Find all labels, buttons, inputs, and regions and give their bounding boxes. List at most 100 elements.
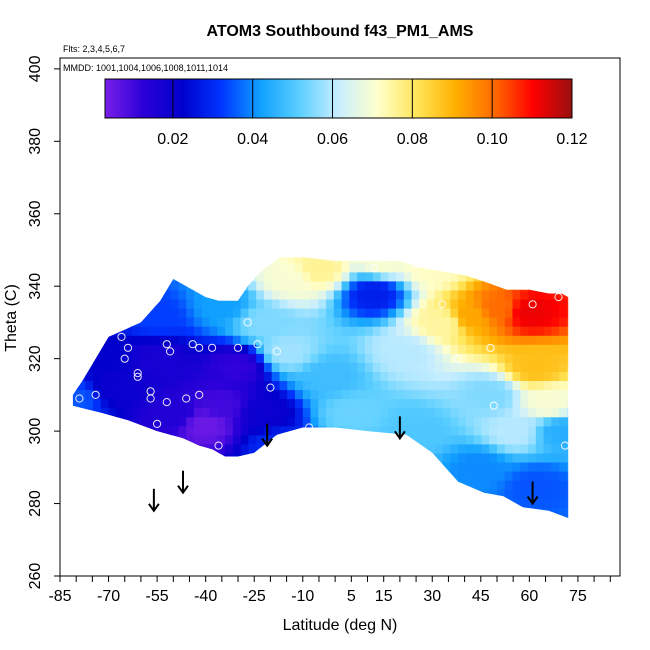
heatmap-cell — [170, 257, 180, 264]
heatmap-cell — [528, 416, 537, 427]
heatmap-cell — [295, 298, 304, 309]
heatmap-cell — [302, 298, 312, 309]
heatmap-cell — [240, 416, 249, 427]
heatmap-cell — [271, 307, 281, 318]
heatmap-cell — [465, 498, 475, 508]
heatmap-cell — [520, 307, 529, 318]
heatmap-cell — [489, 443, 498, 454]
heatmap-cell — [504, 380, 514, 391]
heatmap-cell — [240, 317, 249, 327]
heatmap-cell — [155, 271, 164, 282]
heatmap-cell — [349, 317, 358, 327]
heatmap-cell — [310, 298, 319, 309]
heatmap-cell — [217, 344, 226, 354]
heatmap-cell — [473, 380, 483, 391]
heatmap-cell — [341, 371, 350, 381]
heatmap-cell — [403, 289, 413, 300]
heatmap-cell — [287, 398, 296, 409]
heatmap-cell — [85, 298, 94, 309]
heatmap-cell — [357, 262, 366, 273]
heatmap-cell — [186, 271, 195, 282]
tropopause-arrow — [526, 481, 539, 506]
heatmap-cell — [72, 416, 79, 427]
heatmap-cell — [248, 471, 257, 481]
heatmap-cell — [201, 271, 211, 282]
heatmap-cell — [240, 257, 249, 264]
heatmap-cell — [388, 262, 397, 273]
heatmap-cell — [93, 516, 102, 518]
heatmap-cell — [295, 289, 304, 300]
heatmap-cell — [209, 344, 218, 354]
heatmap-cell — [318, 289, 327, 300]
heatmap-cell — [465, 461, 475, 472]
heatmap-cell — [349, 434, 358, 445]
heatmap-cell — [551, 471, 560, 481]
heatmap-cell — [108, 280, 117, 291]
heatmap-cell — [77, 353, 86, 363]
heatmap-cell — [310, 326, 319, 336]
heatmap-cell — [77, 326, 86, 336]
heatmap-cell — [108, 353, 117, 363]
heatmap-cell — [217, 326, 226, 336]
heatmap-cell — [85, 335, 94, 345]
heatmap-cell — [155, 344, 164, 354]
heatmap-cell — [450, 280, 459, 291]
heatmap-cell — [326, 280, 335, 291]
heatmap-cell — [403, 371, 413, 381]
heatmap-cell — [124, 317, 133, 327]
heatmap-cell — [388, 425, 397, 436]
heatmap-cell — [396, 307, 405, 318]
heatmap-cell — [318, 280, 327, 291]
heatmap-cell — [131, 280, 141, 291]
heatmap-cell — [465, 416, 475, 427]
heatmap-cell — [93, 298, 102, 309]
x-axis: -85 -70 -55 -40 -25 -10 5 15 30 45 60 75 — [48, 576, 611, 605]
heatmap-cell — [256, 262, 265, 273]
heatmap-cell — [295, 335, 304, 345]
sample-point — [437, 300, 447, 309]
heatmap-cell — [333, 271, 343, 282]
heatmap-cell — [217, 398, 226, 409]
heatmap-cell — [241, 245, 249, 255]
heatmap-cell — [240, 516, 249, 518]
heatmap-cell — [419, 353, 428, 363]
tropopause-arrow — [177, 470, 189, 495]
heatmap-cell — [497, 353, 506, 363]
tropopause-arrows — [148, 416, 539, 513]
heatmap-cell — [194, 443, 203, 454]
heatmap-cell — [248, 389, 257, 400]
heatmap-cell — [528, 317, 537, 327]
heatmap-cell — [357, 489, 366, 499]
heatmap-cell — [458, 471, 467, 481]
heatmap-cell — [256, 398, 265, 409]
heatmap-cell — [535, 461, 545, 472]
heatmap-cell — [520, 298, 529, 309]
heatmap-cell — [512, 461, 521, 472]
heatmap-cell — [318, 507, 327, 517]
heatmap-cell — [139, 289, 148, 300]
heatmap-cell — [287, 280, 296, 291]
heatmap-cell — [302, 371, 312, 381]
sample-point — [214, 441, 223, 450]
heatmap-cell — [100, 425, 110, 436]
heatmap-cell — [450, 317, 459, 327]
heatmap-cell — [458, 434, 467, 445]
heatmap-cell — [186, 362, 195, 372]
heatmap-cell — [302, 398, 312, 409]
heatmap-cell — [473, 398, 483, 409]
heatmap-cell — [543, 480, 552, 490]
heatmap-cell — [170, 434, 180, 445]
heatmap-cell — [217, 516, 226, 518]
heatmap-cell — [279, 398, 288, 409]
heatmap-cell — [201, 344, 211, 354]
heatmap-cell — [504, 353, 514, 363]
heatmap-cell — [442, 434, 451, 445]
heatmap-cell — [225, 245, 233, 255]
heatmap-cell — [108, 307, 117, 318]
heatmap-cell — [326, 416, 335, 427]
heatmap-cell — [225, 443, 234, 454]
heatmap-cell — [233, 245, 241, 255]
heatmap-cell — [124, 471, 133, 481]
heatmap-cell — [318, 317, 327, 327]
heatmap-cell — [481, 434, 490, 445]
